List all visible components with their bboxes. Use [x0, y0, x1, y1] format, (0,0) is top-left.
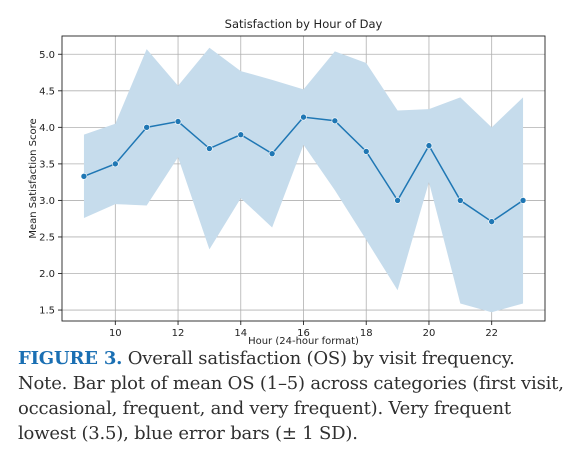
- x-tick-label: 10: [109, 328, 122, 339]
- data-point: [80, 173, 88, 180]
- y-axis-title: Mean Satisfaction Score: [28, 118, 39, 238]
- data-point: [237, 131, 245, 138]
- x-axis-ticks: 10 12 14 16 18 20 22: [109, 321, 498, 339]
- data-point: [174, 118, 182, 125]
- x-tick-label: 22: [485, 328, 498, 339]
- y-tick-label: 4.0: [39, 123, 55, 134]
- figure-caption: FIGURE 3. Overall satisfaction (OS) by v…: [18, 346, 566, 446]
- data-point: [394, 197, 401, 204]
- data-point: [457, 197, 464, 204]
- data-point: [425, 142, 433, 149]
- line-chart: Satisfaction by Hour of Day 10 12 14 16 18 20…: [28, 17, 546, 345]
- data-point: [143, 124, 150, 131]
- y-tick-label: 5.0: [39, 50, 55, 61]
- x-tick-label: 12: [172, 328, 185, 339]
- data-point: [331, 117, 339, 125]
- y-tick-label: 3.5: [39, 159, 55, 170]
- y-tick-label: 2.0: [39, 269, 55, 280]
- data-point: [519, 197, 527, 204]
- data-point: [300, 113, 307, 121]
- data-point: [112, 160, 119, 168]
- x-tick-label: 16: [297, 328, 310, 339]
- data-point: [362, 148, 370, 155]
- y-tick-label: 2.5: [39, 232, 55, 243]
- x-axis-title: Hour (24-hour format): [248, 336, 359, 345]
- chart-title: Satisfaction by Hour of Day: [225, 17, 383, 31]
- x-tick-label: 18: [360, 328, 373, 339]
- y-tick-label: 3.0: [39, 196, 55, 207]
- data-point: [206, 145, 213, 152]
- y-tick-label: 1.5: [39, 306, 55, 317]
- caption-text: Overall satisfaction (OS) by visit frequ…: [18, 348, 564, 444]
- series-points: [80, 113, 527, 225]
- x-tick-label: 14: [234, 328, 247, 339]
- caption-label: FIGURE 3.: [18, 348, 123, 369]
- data-point: [268, 150, 276, 157]
- y-axis-ticks: 1.5 2.0 2.5 3.0 3.5 4.0 4.5 5.0: [39, 50, 62, 317]
- y-tick-label: 4.5: [39, 86, 55, 97]
- data-point: [488, 218, 495, 225]
- sd-band-area: [83, 47, 524, 313]
- sd-band: [83, 47, 524, 313]
- x-tick-label: 20: [423, 328, 436, 339]
